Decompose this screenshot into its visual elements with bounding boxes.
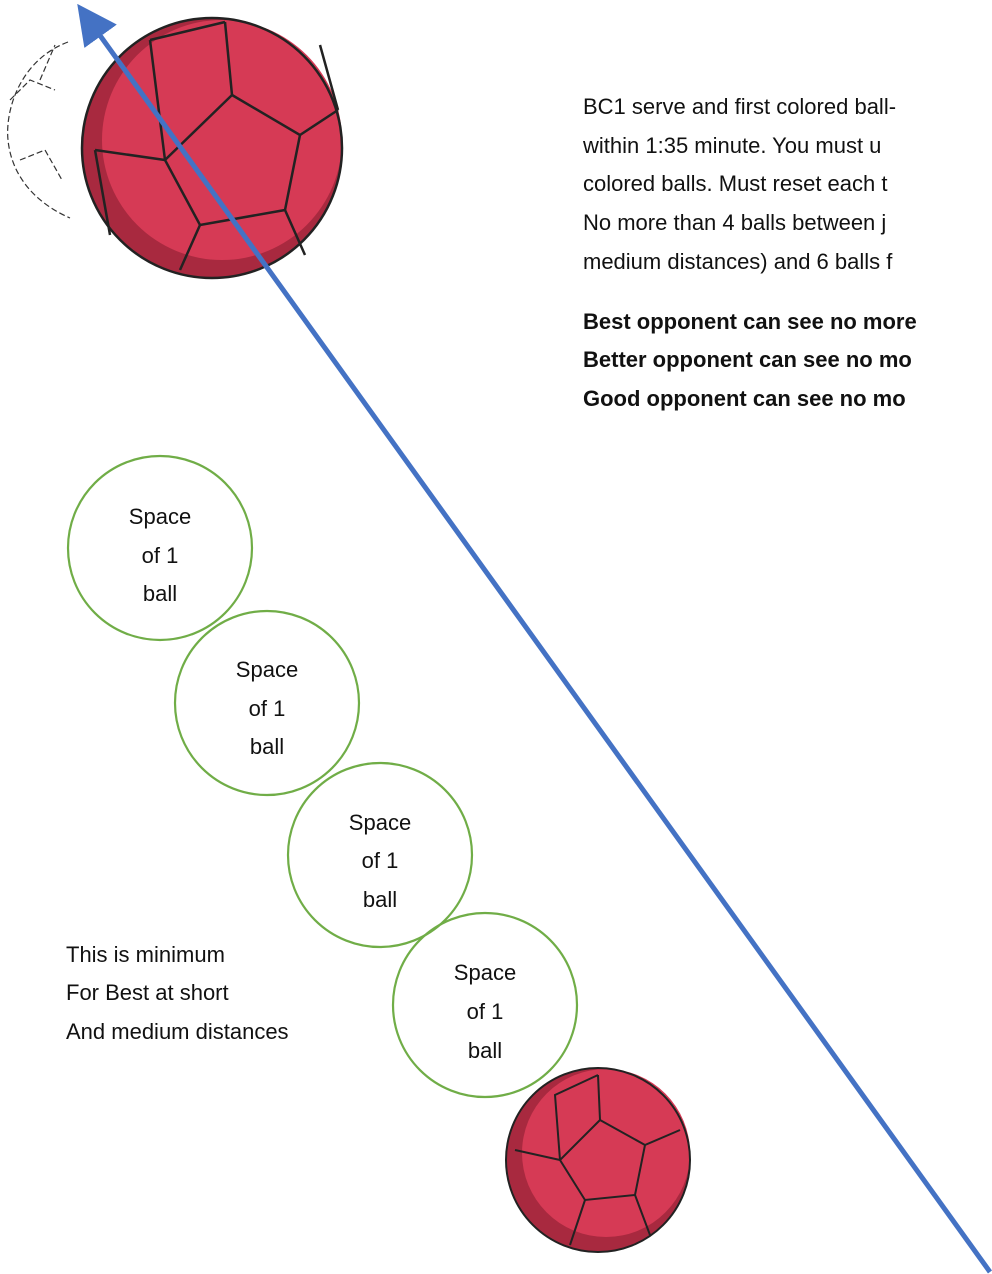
note-line: For Best at short: [66, 980, 229, 1005]
red-ball-small: [506, 1068, 690, 1252]
circle-text: ball: [363, 887, 397, 912]
circle-text: Space: [236, 657, 298, 682]
paragraph: BC1 serve and first colored ball- within…: [582, 94, 917, 411]
circle-text: of 1: [362, 848, 399, 873]
red-ball-large: [82, 18, 342, 278]
circle-text: of 1: [249, 696, 286, 721]
page: Diagram {"paragraph": {"lines": ["BC1 se…: [0, 0, 992, 1274]
circle-text: ball: [468, 1038, 502, 1063]
diagram: Space of 1 ball Space of 1 ball Space of…: [0, 0, 992, 1274]
circle-text: Space: [349, 810, 411, 835]
paragraph-line: medium distances) and 6 balls f: [583, 249, 893, 274]
bold-line: Best opponent can see no more: [583, 309, 917, 334]
paragraph-line: BC1 serve and first colored ball-: [583, 94, 896, 119]
white-ball: [8, 42, 70, 218]
note: This is minimum For Best at short And me…: [66, 942, 289, 1044]
paragraph-line: colored balls. Must reset each t: [583, 171, 887, 196]
paragraph-line: within 1:35 minute. You must u: [582, 133, 881, 158]
bold-line: Good opponent can see no mo: [583, 386, 906, 411]
circle-text: of 1: [467, 999, 504, 1024]
circle-text: Space: [129, 504, 191, 529]
note-line: This is minimum: [66, 942, 225, 967]
body: Space of 1 ball Space of 1 ball Space of…: [0, 0, 992, 1274]
circle-text: Space: [454, 960, 516, 985]
note-line: And medium distances: [66, 1019, 289, 1044]
paragraph-line: No more than 4 balls between j: [583, 210, 886, 235]
circle-text: of 1: [142, 543, 179, 568]
bold-line: Better opponent can see no mo: [583, 347, 912, 372]
circle-text: ball: [143, 581, 177, 606]
arrow: [86, 16, 990, 1272]
circle-text: ball: [250, 734, 284, 759]
